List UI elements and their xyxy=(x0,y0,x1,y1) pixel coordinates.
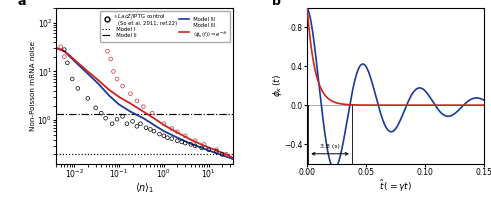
Point xyxy=(178,140,186,143)
Point xyxy=(213,150,220,153)
Point xyxy=(102,117,109,120)
Point xyxy=(173,130,181,133)
Y-axis label: $\phi_\kappa\,(t)$: $\phi_\kappa\,(t)$ xyxy=(272,74,284,97)
Text: 3.8 (s): 3.8 (s) xyxy=(320,144,339,149)
Point xyxy=(218,153,226,156)
Point xyxy=(60,55,68,58)
Point xyxy=(142,126,150,129)
Text: a: a xyxy=(18,0,26,8)
Point xyxy=(68,77,76,81)
Point xyxy=(84,97,92,100)
X-axis label: $\langle n \rangle_1$: $\langle n \rangle_1$ xyxy=(135,181,155,195)
Point xyxy=(133,99,141,102)
Point xyxy=(222,153,230,156)
Point xyxy=(191,139,199,142)
Point xyxy=(200,143,208,146)
Point xyxy=(109,70,117,73)
Point xyxy=(127,92,135,95)
Point xyxy=(168,127,176,130)
Point xyxy=(173,139,181,142)
Point xyxy=(119,115,127,118)
Point xyxy=(168,137,176,140)
Y-axis label: Non-Poisson mRNA noise: Non-Poisson mRNA noise xyxy=(30,41,36,131)
Point xyxy=(63,61,71,64)
Point xyxy=(92,106,100,109)
Point xyxy=(119,85,127,88)
Point xyxy=(123,122,131,125)
Point xyxy=(136,122,144,125)
Point xyxy=(146,128,154,131)
Point xyxy=(160,134,168,137)
Point xyxy=(97,112,105,115)
Point xyxy=(57,45,65,48)
Point xyxy=(104,50,111,53)
Point xyxy=(181,142,189,145)
Point xyxy=(164,136,171,139)
Point xyxy=(133,125,141,128)
Point xyxy=(107,57,114,60)
Point xyxy=(60,48,68,51)
Point xyxy=(191,144,199,147)
Point xyxy=(139,105,147,108)
Point xyxy=(187,143,195,146)
Point xyxy=(113,118,121,121)
Point xyxy=(129,120,136,123)
Point xyxy=(108,122,116,125)
Point xyxy=(160,122,168,125)
Point xyxy=(198,146,206,150)
Point xyxy=(213,148,220,151)
Legend: $\circ$ $LacZ$/IPTG control
   (So et al. 2011, ref.22),   Model I,   Model II, : $\circ$ $LacZ$/IPTG control (So et al. 2… xyxy=(100,10,230,42)
Point xyxy=(156,133,164,136)
Point xyxy=(150,129,158,133)
Point xyxy=(181,134,189,137)
X-axis label: $\tilde{t}\,(=\gamma t)$: $\tilde{t}\,(=\gamma t)$ xyxy=(379,178,412,194)
Point xyxy=(148,112,156,115)
Point xyxy=(74,87,82,90)
Point xyxy=(113,77,121,81)
Text: b: b xyxy=(272,0,281,8)
Point xyxy=(205,148,213,151)
